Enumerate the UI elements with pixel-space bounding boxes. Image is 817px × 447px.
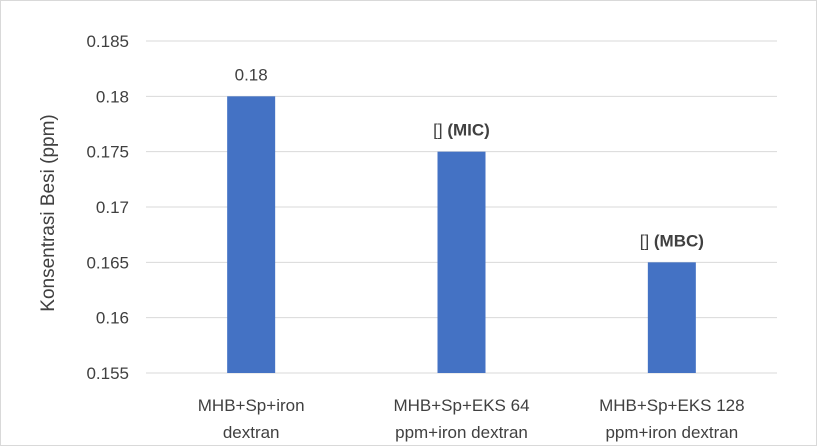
y-tick-label: 0.155 <box>86 364 129 383</box>
x-category-label: dextran <box>223 423 280 442</box>
x-category-label: MHB+Sp+iron <box>198 396 305 415</box>
y-axis-title: Konsentrasi Besi (ppm) <box>38 114 59 311</box>
data-label-value: 0.18 <box>235 65 268 84</box>
x-category-label: ppm+iron dextran <box>395 423 528 442</box>
data-label: 0.18 <box>235 65 268 84</box>
bars <box>227 96 696 373</box>
y-axis-ticks: 0.155 0.16 0.165 0.17 0.175 0.18 0.185 <box>86 32 129 383</box>
bar <box>647 262 696 373</box>
y-tick-label: 0.185 <box>86 32 129 51</box>
data-label-suffix: (MIC) <box>443 121 490 140</box>
y-tick-label: 0.18 <box>96 87 129 106</box>
bar <box>227 96 276 373</box>
bar <box>437 151 486 373</box>
x-category-label: ppm+iron dextran <box>605 423 738 442</box>
data-label-suffix: (MBC) <box>649 231 704 250</box>
data-label-value: [] <box>640 231 649 250</box>
y-tick-label: 0.165 <box>86 253 129 272</box>
x-category-label: MHB+Sp+EKS 128 <box>599 396 745 415</box>
data-label-value: [] <box>433 121 442 140</box>
y-tick-label: 0.175 <box>86 143 129 162</box>
x-axis-categories: MHB+Sp+iron dextran MHB+Sp+EKS 64 ppm+iron … <box>198 396 745 442</box>
x-category-label: MHB+Sp+EKS 64 <box>393 396 529 415</box>
y-tick-label: 0.16 <box>96 309 129 328</box>
data-label: [] (MIC) <box>433 121 490 140</box>
data-label: [] (MBC) <box>640 231 704 250</box>
y-tick-label: 0.17 <box>96 198 129 217</box>
data-labels: 0.18[] (MIC)[] (MBC) <box>235 65 704 250</box>
